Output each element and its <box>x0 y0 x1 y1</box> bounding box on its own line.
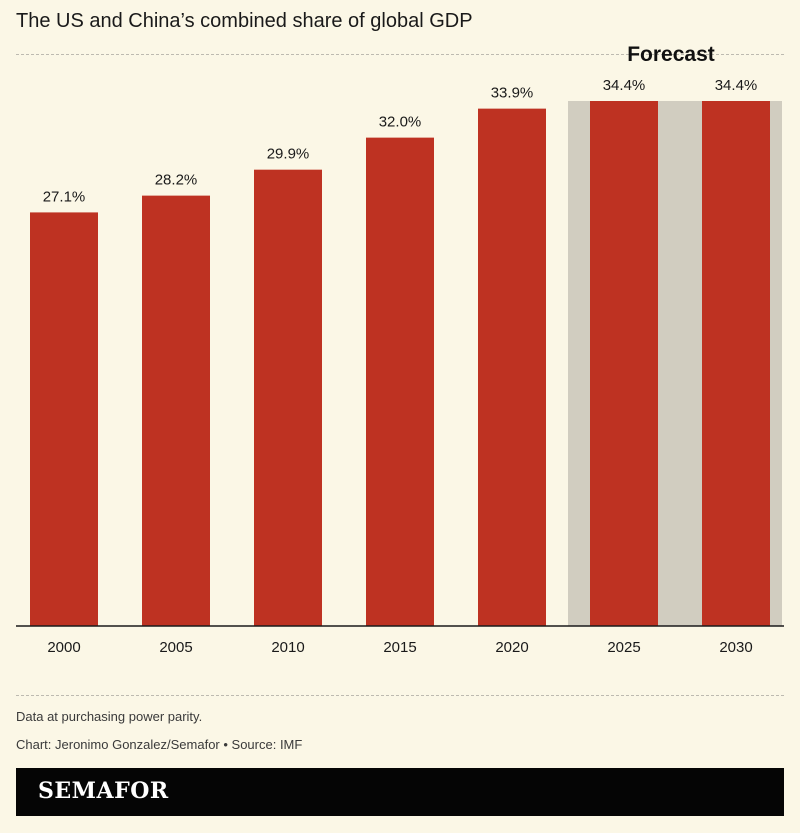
bars <box>30 101 770 627</box>
x-tick-labels: 2000 2005 2010 2015 2020 2025 2030 <box>47 639 752 656</box>
x-tick-2025: 2025 <box>607 639 640 656</box>
bottom-divider <box>16 695 784 696</box>
bar-2005 <box>142 195 210 627</box>
bar-2015 <box>366 137 434 626</box>
footer-bar: SEMAFOR <box>16 768 784 816</box>
bar-2020 <box>478 108 546 627</box>
value-labels: 27.1% 28.2% 29.9% 32.0% 33.9% 34.4% 34.4% <box>43 77 758 205</box>
value-label-2025: 34.4% <box>603 77 646 94</box>
x-tick-2005: 2005 <box>159 639 192 656</box>
x-tick-2030: 2030 <box>719 639 752 656</box>
value-label-2020: 33.9% <box>491 85 534 102</box>
bar-2030 <box>702 101 770 626</box>
x-tick-2020: 2020 <box>495 639 528 656</box>
x-tick-2000: 2000 <box>47 639 80 656</box>
semafor-logo: SEMAFOR <box>38 778 169 804</box>
value-label-2000: 27.1% <box>43 188 86 205</box>
chart-title: The US and China’s combined share of glo… <box>16 10 473 32</box>
bar-2000 <box>30 212 98 626</box>
x-tick-2010: 2010 <box>271 639 304 656</box>
value-label-2005: 28.2% <box>155 172 198 189</box>
chart-note: Data at purchasing power parity. <box>16 709 203 724</box>
forecast-label: Forecast <box>627 43 715 66</box>
value-label-2030: 34.4% <box>715 77 758 94</box>
value-label-2015: 32.0% <box>379 114 422 131</box>
value-label-2010: 29.9% <box>267 146 310 163</box>
chart-credit: Chart: Jeronimo Gonzalez/Semafor • Sourc… <box>16 737 303 752</box>
top-divider <box>16 54 784 55</box>
bar-chart: 27.1% 28.2% 29.9% 32.0% 33.9% 34.4% 34.4% 2000… <box>16 43 784 656</box>
bar-2025 <box>590 101 658 626</box>
bar-2010 <box>254 169 322 627</box>
x-tick-2015: 2015 <box>383 639 416 656</box>
